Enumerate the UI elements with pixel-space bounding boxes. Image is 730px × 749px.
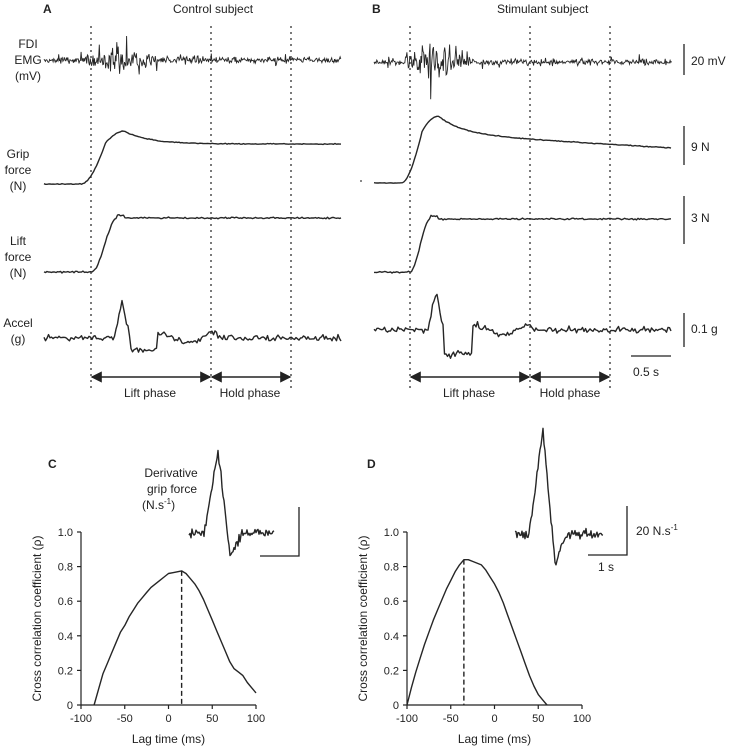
inset-scalebar-time-label: 1 s bbox=[598, 560, 614, 574]
correlation-chart-c: -100 -50 0 50 100 0 0.2 0.4 0.6 0.8 1.0 Lag time (m… bbox=[30, 527, 265, 746]
accel-trace-control bbox=[43, 299, 342, 353]
row-label-emg-3: (mV) bbox=[15, 69, 41, 83]
hold-phase-label-a: Hold phase bbox=[220, 386, 281, 400]
derivative-trace-control bbox=[188, 449, 275, 557]
y-tick-label: 1.0 bbox=[384, 527, 399, 539]
correlation-chart-d: -100 -50 0 50 100 0 0.2 0.4 0.6 0.8 1.0 Lag time (m… bbox=[356, 527, 591, 746]
y-tick-label: 0 bbox=[393, 700, 399, 712]
panel-title-a: Control subject bbox=[173, 2, 254, 16]
inset-label-1: Derivative bbox=[144, 466, 198, 480]
row-label-grip-2: force bbox=[5, 163, 32, 177]
panel-letter-c: C bbox=[48, 457, 57, 471]
row-label-emg: FDI EMG (mV) bbox=[14, 37, 41, 83]
grip-force-trace-control bbox=[43, 130, 341, 185]
row-label-lift-2: force bbox=[5, 250, 32, 264]
lift-phase-label-b: Lift phase bbox=[443, 386, 495, 400]
x-tick-label: 0 bbox=[491, 713, 497, 725]
y-tick-label: 0 bbox=[67, 700, 73, 712]
y-tick-label: 0.6 bbox=[384, 596, 399, 608]
x-tick-label: 100 bbox=[573, 713, 591, 725]
phase-markers bbox=[90, 26, 611, 388]
lift-force-trace-stimulant bbox=[374, 214, 672, 274]
y-tick-label: 0.4 bbox=[384, 631, 399, 643]
derivative-trace-stimulant bbox=[514, 427, 604, 566]
emg-trace-stimulant bbox=[373, 43, 672, 100]
panel-letter-a: A bbox=[43, 2, 52, 16]
y-axis-label: Cross correlation coefficient (ρ) bbox=[30, 536, 44, 702]
row-label-grip-1: Grip bbox=[7, 147, 30, 161]
row-label-accel-1: Accel bbox=[3, 316, 32, 330]
y-tick-label: 0.8 bbox=[58, 562, 73, 574]
y-tick-label: 1.0 bbox=[58, 527, 73, 539]
x-tick-label: -50 bbox=[443, 713, 459, 725]
grip-force-trace-stimulant bbox=[373, 115, 672, 184]
x-tick-label: 0 bbox=[165, 713, 171, 725]
row-label-emg-1: FDI bbox=[18, 37, 37, 51]
row-label-accel: Accel (g) bbox=[3, 316, 32, 346]
y-tick-label: 0.4 bbox=[58, 631, 73, 643]
row-label-grip: Grip force (N) bbox=[5, 147, 32, 193]
emg-trace-control bbox=[43, 35, 342, 75]
scalebar-accel-label: 0.1 g bbox=[691, 322, 718, 336]
row-label-lift-1: Lift bbox=[10, 234, 27, 248]
panel-letter-d: D bbox=[367, 457, 376, 471]
x-tick-label: -50 bbox=[117, 713, 133, 725]
stray-dot bbox=[360, 180, 362, 182]
panel-title-b: Stimulant subject bbox=[497, 2, 589, 16]
scalebar-lift-label: 3 N bbox=[691, 211, 710, 225]
scalebar-emg-label: 20 mV bbox=[691, 54, 726, 68]
inset-label-3: (N.s-1) bbox=[142, 497, 175, 512]
x-tick-label: -100 bbox=[70, 713, 92, 725]
row-label-lift-3: (N) bbox=[10, 266, 27, 280]
scalebar-grip-label: 9 N bbox=[691, 140, 710, 154]
x-tick-label: -100 bbox=[396, 713, 418, 725]
row-label-accel-2: (g) bbox=[11, 332, 26, 346]
y-tick-label: 0.2 bbox=[384, 665, 399, 677]
phase-arrows: Lift phase Hold phase Lift phase Hold ph… bbox=[90, 371, 611, 400]
y-tick-label: 0.6 bbox=[58, 596, 73, 608]
derivative-inset: Derivative grip force (N.s-1) 20 N.s-1 1… bbox=[142, 427, 678, 574]
correlation-line bbox=[406, 559, 548, 706]
y-tick-label: 0.2 bbox=[58, 665, 73, 677]
hold-phase-label-b: Hold phase bbox=[540, 386, 601, 400]
panel-letter-b: B bbox=[372, 2, 381, 16]
inset-scalebar-d bbox=[588, 506, 628, 556]
row-label-grip-3: (N) bbox=[10, 179, 27, 193]
x-tick-label: 100 bbox=[247, 713, 265, 725]
x-axis-label: Lag time (ms) bbox=[458, 732, 531, 746]
x-axis-label: Lag time (ms) bbox=[132, 732, 205, 746]
lift-force-trace-control bbox=[43, 214, 342, 274]
inset-scalebar-amp-label: 20 N.s-1 bbox=[636, 523, 678, 538]
x-tick-label: 50 bbox=[532, 713, 544, 725]
correlation-line bbox=[93, 570, 257, 706]
lift-phase-label-a: Lift phase bbox=[124, 386, 176, 400]
x-tick-label: 50 bbox=[206, 713, 218, 725]
scalebar-time-label: 0.5 s bbox=[633, 365, 659, 379]
inset-label-2: grip force bbox=[147, 482, 197, 496]
row-label-lift: Lift force (N) bbox=[5, 234, 32, 280]
scale-bars: 20 mV 9 N 3 N 0.1 g 0.5 s bbox=[631, 44, 726, 379]
y-axis-label: Cross correlation coefficient (ρ) bbox=[356, 536, 370, 702]
row-label-emg-2: EMG bbox=[14, 53, 41, 67]
inset-scalebar-c bbox=[260, 507, 300, 557]
accel-trace-stimulant bbox=[373, 293, 672, 359]
y-tick-label: 0.8 bbox=[384, 562, 399, 574]
